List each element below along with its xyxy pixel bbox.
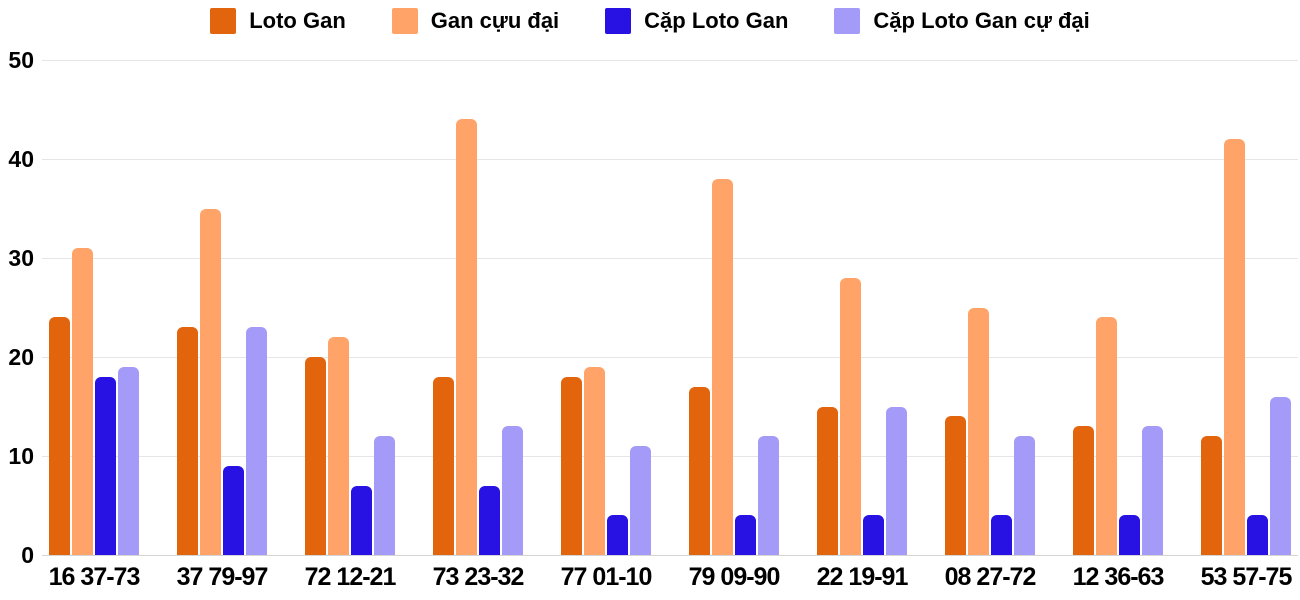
bar-1-0[interactable] — [72, 248, 93, 555]
y-tick-label: 40 — [8, 146, 34, 172]
legend-swatch-icon — [834, 8, 861, 34]
bar-group-8 — [1073, 60, 1163, 555]
x-tick-label: 77 01-10 — [560, 563, 653, 591]
bar-0-4[interactable] — [561, 376, 582, 555]
bar-group-0 — [49, 60, 139, 555]
bar-2-8[interactable] — [1119, 515, 1140, 555]
x-tick-cell-1: 37 79-97 — [176, 562, 269, 592]
bar-1-4[interactable] — [584, 366, 605, 555]
x-tick-label: 37 79-97 — [176, 563, 269, 591]
legend-label: Loto Gan — [249, 8, 346, 33]
x-tick-label: 73 23-32 — [432, 563, 525, 591]
bar-3-4[interactable] — [630, 446, 651, 555]
bar-1-2[interactable] — [328, 337, 349, 555]
x-tick-label: 72 12-21 — [304, 563, 397, 591]
legend-label: Gan cựu đại — [430, 8, 560, 33]
x-axis-baseline — [42, 554, 1298, 556]
bar-3-2[interactable] — [374, 436, 395, 555]
legend-swatch-icon — [605, 8, 632, 34]
x-tick-cell-8: 12 36-63 — [1072, 562, 1165, 592]
bar-group-6 — [817, 60, 907, 555]
gridline — [42, 59, 1298, 61]
legend-label: Cặp Loto Gan — [644, 8, 789, 33]
bar-2-5[interactable] — [735, 515, 756, 555]
bar-group-7 — [945, 60, 1035, 555]
x-tick-cell-2: 72 12-21 — [304, 562, 397, 592]
x-tick-label: 12 36-63 — [1072, 563, 1165, 591]
bar-0-0[interactable] — [49, 317, 70, 555]
gridline — [42, 257, 1298, 259]
bar-1-8[interactable] — [1096, 317, 1117, 555]
x-tick-cell-6: 22 19-91 — [816, 562, 909, 592]
y-tick-label: 30 — [8, 245, 34, 271]
bar-1-7[interactable] — [968, 307, 989, 555]
y-tick-label: 10 — [8, 443, 34, 469]
x-tick-label: 22 19-91 — [816, 563, 909, 591]
gridline — [42, 455, 1298, 457]
bar-0-7[interactable] — [945, 416, 966, 555]
x-tick-cell-4: 77 01-10 — [560, 562, 653, 592]
bar-0-1[interactable] — [177, 327, 198, 555]
x-tick-cell-5: 79 09-90 — [688, 562, 781, 592]
bar-3-8[interactable] — [1142, 426, 1163, 555]
x-tick-label: 16 37-73 — [48, 563, 141, 591]
bar-2-4[interactable] — [607, 515, 628, 555]
bar-3-0[interactable] — [118, 366, 139, 555]
bar-2-2[interactable] — [351, 485, 372, 555]
bar-2-7[interactable] — [991, 515, 1012, 555]
bar-group-4 — [561, 60, 651, 555]
x-tick-cell-3: 73 23-32 — [432, 562, 525, 592]
bar-0-2[interactable] — [305, 357, 326, 555]
bar-3-9[interactable] — [1270, 396, 1291, 555]
chart-legend: Loto Gan Gan cựu đại Cặp Loto Gan Cặp Loto … — [0, 8, 1300, 34]
bar-1-5[interactable] — [712, 178, 733, 555]
legend-item-0[interactable]: Loto Gan — [210, 8, 346, 34]
bar-2-9[interactable] — [1247, 515, 1268, 555]
bar-3-5[interactable] — [758, 436, 779, 555]
x-tick-cell-7: 08 27-72 — [944, 562, 1037, 592]
x-tick-cell-9: 53 57-75 — [1200, 562, 1293, 592]
bar-1-9[interactable] — [1224, 139, 1245, 555]
y-tick-label: 50 — [8, 47, 34, 73]
x-tick-label: 53 57-75 — [1200, 563, 1293, 591]
bar-group-5 — [689, 60, 779, 555]
legend-item-2[interactable]: Cặp Loto Gan — [605, 8, 788, 34]
bar-group-2 — [305, 60, 395, 555]
bar-2-0[interactable] — [95, 376, 116, 555]
legend-swatch-icon — [210, 8, 237, 34]
bar-2-1[interactable] — [223, 465, 244, 555]
bar-groups — [42, 60, 1298, 555]
bar-3-7[interactable] — [1014, 436, 1035, 555]
bar-1-1[interactable] — [200, 208, 221, 555]
y-tick-label: 0 — [21, 542, 34, 568]
gridline — [42, 158, 1298, 160]
bar-0-6[interactable] — [817, 406, 838, 555]
x-tick-cell-0: 16 37-73 — [48, 562, 141, 592]
legend-item-3[interactable]: Cặp Loto Gan cự đại — [834, 8, 1090, 34]
bar-3-6[interactable] — [886, 406, 907, 555]
bar-0-5[interactable] — [689, 386, 710, 555]
x-axis: 16 37-73 37 79-97 72 12-21 73 23-32 77 01-10… — [42, 562, 1298, 592]
bar-0-3[interactable] — [433, 376, 454, 555]
bar-2-6[interactable] — [863, 515, 884, 555]
bar-0-8[interactable] — [1073, 426, 1094, 555]
legend-item-1[interactable]: Gan cựu đại — [391, 8, 560, 34]
bar-1-6[interactable] — [840, 277, 861, 555]
legend-swatch-icon — [391, 8, 418, 34]
y-axis: 0 10 20 30 40 50 — [0, 47, 34, 568]
x-tick-label: 79 09-90 — [688, 563, 781, 591]
bar-0-9[interactable] — [1201, 436, 1222, 555]
x-tick-label: 08 27-72 — [944, 563, 1037, 591]
bar-group-1 — [177, 60, 267, 555]
legend-label: Cặp Loto Gan cự đại — [873, 8, 1090, 33]
bar-2-3[interactable] — [479, 485, 500, 555]
bar-1-3[interactable] — [456, 119, 477, 555]
y-tick-label: 20 — [8, 344, 34, 370]
bar-3-1[interactable] — [246, 327, 267, 555]
plot-area — [42, 59, 1298, 556]
bar-group-9 — [1201, 60, 1291, 555]
gridline — [42, 356, 1298, 358]
bar-3-3[interactable] — [502, 426, 523, 555]
bar-group-3 — [433, 60, 523, 555]
